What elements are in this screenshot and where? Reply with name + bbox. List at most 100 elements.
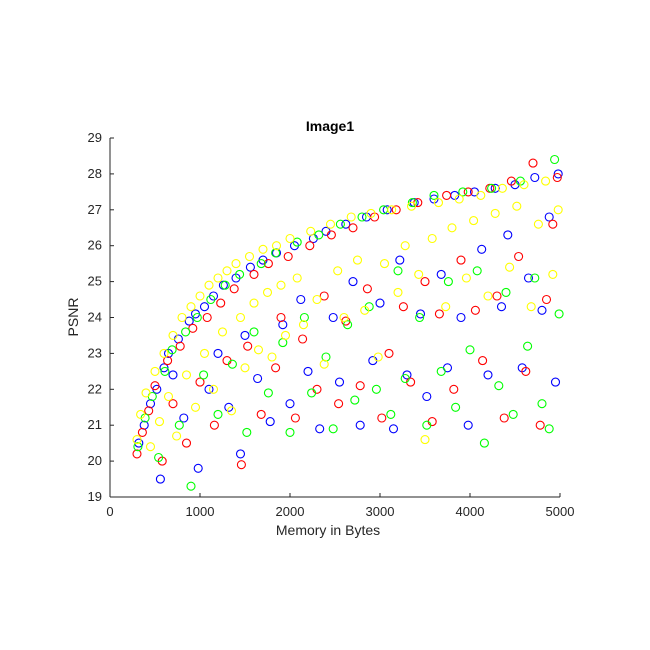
scatter-point	[503, 230, 513, 240]
scatter-point	[393, 287, 403, 297]
scatter-point	[315, 424, 325, 434]
x-tick-label: 4000	[456, 504, 485, 519]
scatter-point	[168, 330, 178, 340]
y-tick-label: 26	[88, 238, 102, 253]
scatter-point	[521, 366, 531, 376]
scatter-point	[477, 244, 487, 254]
scatter-point	[256, 409, 266, 419]
scatter-point	[441, 302, 451, 312]
scatter-point	[271, 241, 282, 251]
scatter-point	[181, 327, 191, 337]
scatter-point	[216, 298, 226, 308]
scatter-point	[155, 474, 165, 484]
scatter-point	[339, 312, 349, 323]
scatter-point	[501, 287, 511, 297]
scatter-point	[209, 420, 219, 430]
scatter-point	[150, 366, 160, 376]
scatter-point	[415, 312, 425, 323]
scatter-point	[298, 334, 308, 344]
scatter-point	[377, 413, 387, 423]
scatter-point	[483, 370, 493, 380]
points-layer	[132, 154, 564, 491]
scatter-point	[265, 417, 275, 427]
scatter-point	[519, 180, 529, 190]
scatter-point	[472, 266, 482, 276]
scatter-point	[202, 312, 212, 323]
scatter-point	[263, 388, 273, 398]
scatter-point	[213, 409, 223, 419]
scatter-point	[240, 330, 250, 340]
x-tick-label: 1000	[186, 504, 215, 519]
scatter-point	[487, 183, 497, 193]
series-3	[132, 176, 563, 452]
scatter-point	[496, 302, 507, 312]
scatter-point	[249, 327, 259, 337]
scatter-point	[548, 219, 558, 229]
scatter-point	[506, 176, 516, 186]
scatter-point	[436, 269, 446, 279]
scatter-point	[375, 298, 385, 308]
scatter-point	[213, 348, 223, 358]
scatter-point	[150, 381, 160, 391]
scatter-point	[167, 345, 177, 355]
scatter-point	[299, 312, 309, 323]
y-tick-label: 25	[88, 274, 102, 289]
scatter-point	[240, 363, 250, 373]
chart-title: Image1	[306, 118, 354, 134]
scatter-point	[470, 305, 480, 315]
scatter-point	[213, 273, 223, 283]
scatter-point	[537, 399, 547, 409]
scatter-point	[535, 420, 545, 430]
scatter-point	[388, 424, 399, 434]
scatter-point	[206, 294, 216, 305]
scatter-point	[163, 356, 173, 366]
scatter-point	[497, 183, 507, 193]
scatter-point	[263, 259, 273, 269]
scatter-point	[523, 341, 533, 351]
scatter-point	[436, 366, 446, 376]
y-tick-label: 27	[88, 202, 102, 217]
scatter-point	[526, 302, 536, 312]
scatter-point	[544, 212, 554, 222]
scatter-point	[429, 190, 439, 200]
scatter-point	[242, 427, 252, 437]
scatter-point	[530, 273, 540, 283]
y-tick-label: 29	[88, 130, 102, 145]
scatter-point	[132, 435, 142, 445]
scatter-point	[222, 266, 232, 276]
scatter-point	[465, 345, 475, 355]
scatter-point	[199, 370, 209, 380]
scatter-point	[494, 381, 504, 391]
scatter-point	[184, 316, 194, 326]
scatter-point	[217, 327, 228, 337]
scatter-point	[305, 241, 315, 251]
scatter-point	[172, 431, 182, 441]
scatter-point	[443, 277, 453, 287]
scatter-point	[319, 291, 329, 301]
scatter-point	[280, 330, 291, 340]
scatter-point	[290, 413, 300, 423]
scatter-point	[285, 233, 295, 244]
scatter-point	[285, 427, 295, 437]
scatter-point	[371, 384, 381, 394]
scatter-point	[422, 391, 432, 402]
scatter-point	[235, 449, 246, 459]
scatter-point	[346, 212, 356, 222]
scatter-point	[384, 348, 394, 358]
scatter-point	[199, 348, 210, 358]
scatter-point	[307, 388, 317, 398]
scatter-point	[553, 205, 563, 215]
scatter-point	[492, 291, 502, 301]
scatter-point	[312, 294, 322, 305]
scatter-point	[476, 190, 486, 200]
scatter-point	[303, 366, 313, 376]
scatter-point	[395, 255, 405, 265]
scatter-point	[296, 294, 306, 305]
x-tick-label: 2000	[276, 504, 305, 519]
x-tick-label: 0	[106, 504, 113, 519]
scatter-point	[343, 320, 353, 330]
x-tick-label: 5000	[546, 504, 575, 519]
scatter-point	[463, 187, 473, 197]
scatter-point	[505, 262, 515, 272]
scatter-point	[537, 305, 547, 315]
